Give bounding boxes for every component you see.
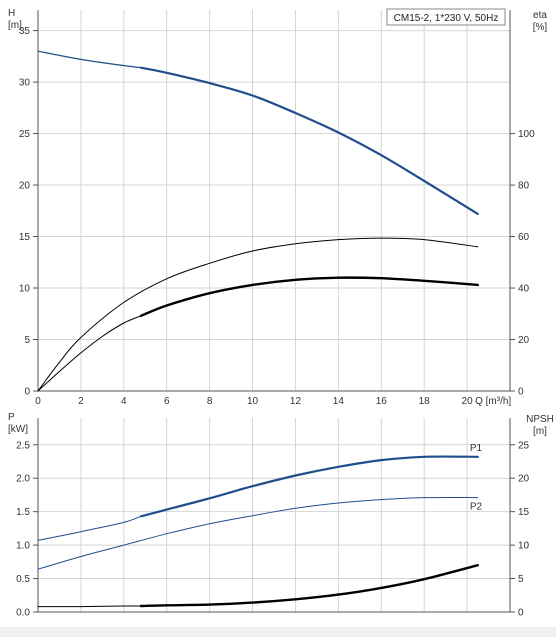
y-tick-label-right: 20 bbox=[518, 335, 530, 346]
y-tick-label-left: 30 bbox=[19, 78, 31, 89]
y-tick-label-left: 20 bbox=[19, 181, 31, 192]
title-box: CM15-2, 1*230 V, 50Hz bbox=[386, 8, 506, 26]
series-line-h-thin bbox=[37, 50, 142, 69]
y-tick-label-left: 2.5 bbox=[16, 440, 30, 451]
y-tick-label-left: 10 bbox=[19, 284, 31, 295]
y-tick-label-left: 25 bbox=[19, 129, 31, 140]
y-tick-label-left: 0.0 bbox=[16, 608, 30, 619]
y-axis-title-right: eta bbox=[533, 10, 547, 21]
y-tick-label-right: 10 bbox=[518, 541, 530, 552]
x-tick-label: 16 bbox=[376, 396, 388, 407]
y-tick-label-left: 0 bbox=[24, 387, 30, 398]
x-axis-label: Q [m³/h] bbox=[475, 396, 511, 407]
x-tick-label: 0 bbox=[35, 396, 41, 407]
y-tick-label-left: 15 bbox=[19, 232, 31, 243]
series-line-npsh-thin bbox=[37, 605, 142, 608]
y-tick-label-right: 40 bbox=[518, 284, 530, 295]
y-tick-label-left: 0.5 bbox=[16, 574, 30, 585]
x-tick-label: 6 bbox=[164, 396, 170, 407]
y-tick-label-right: 100 bbox=[518, 129, 535, 140]
y-tick-label-left: 2.0 bbox=[16, 474, 30, 485]
power-npsh-panel: 0.0 0.5 1.0 1.5 2.0 2.5 0 5 10 15 20 25 P[kW] NPSH[m]… bbox=[8, 412, 554, 619]
series-line-eta bbox=[139, 276, 479, 317]
y-tick-label-left: 1.5 bbox=[16, 507, 30, 518]
y-axis-title-right: [%] bbox=[533, 22, 548, 33]
series-line-eta-thin bbox=[37, 315, 142, 392]
y-axis-title-right: NPSH bbox=[526, 414, 554, 425]
x-tick-label: 20 bbox=[462, 396, 474, 407]
y-tick-label-right: 5 bbox=[518, 574, 524, 585]
curve-label-p1: P1 bbox=[470, 443, 483, 454]
y-tick-label-right: 0 bbox=[518, 387, 524, 398]
y-tick-label-left: 35 bbox=[19, 26, 31, 37]
x-tick-label: 12 bbox=[290, 396, 302, 407]
x-tick-label: 10 bbox=[247, 396, 259, 407]
y-axis-title-right: [m] bbox=[533, 426, 547, 437]
x-tick-label: 8 bbox=[207, 396, 213, 407]
series-line-p1-thin bbox=[37, 515, 142, 541]
series-line-p1 bbox=[139, 455, 479, 518]
head-efficiency-panel: 0 5 10 15 20 25 30 35 0 20 40 60 80 100 0 2 4 6 8 10 12 14 16 1… bbox=[8, 8, 547, 407]
y-tick-label-right: 80 bbox=[518, 181, 530, 192]
x-tick-label: 14 bbox=[333, 396, 345, 407]
series-line-p2 bbox=[37, 496, 479, 570]
y-tick-label-right: 15 bbox=[518, 507, 530, 518]
y-tick-label-left: 1.0 bbox=[16, 541, 30, 552]
x-tick-label: 4 bbox=[121, 396, 127, 407]
y-tick-label-right: 0 bbox=[518, 608, 524, 619]
series-line-npsh bbox=[139, 564, 479, 608]
y-tick-label-right: 25 bbox=[518, 440, 530, 451]
chart-title: CM15-2, 1*230 V, 50Hz bbox=[394, 13, 499, 24]
y-axis-title-left: [kW] bbox=[8, 424, 28, 435]
y-tick-label-right: 60 bbox=[518, 232, 530, 243]
y-axis-title-left: P bbox=[8, 412, 15, 423]
bottom-strip bbox=[0, 627, 556, 637]
series-line-eta-upper bbox=[37, 237, 479, 392]
series-line-h bbox=[139, 66, 479, 215]
y-tick-label-right: 20 bbox=[518, 474, 530, 485]
curve-label-p2: P2 bbox=[470, 502, 483, 513]
y-tick-label-left: 5 bbox=[24, 335, 30, 346]
x-tick-label: 18 bbox=[419, 396, 431, 407]
x-tick-label: 2 bbox=[78, 396, 84, 407]
y-axis-title-left: [m] bbox=[8, 20, 22, 31]
y-axis-title-left: H bbox=[8, 8, 15, 19]
